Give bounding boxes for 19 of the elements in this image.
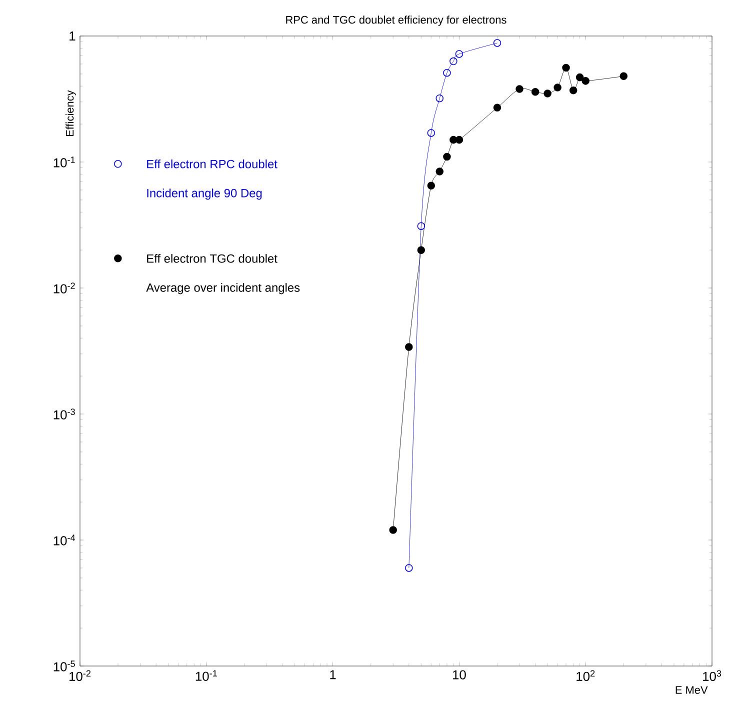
y-tick-label: 10$^{-4}$	[54, 534, 76, 546]
y-tick-label: 1	[70, 32, 76, 40]
x-tick-label: 10$^{3}$	[703, 670, 722, 681]
y-tick-label: 10$^{-1}$	[54, 156, 75, 168]
y-tick-label: 10$^{-5}$	[54, 660, 75, 672]
x-tick-label: 1	[330, 670, 336, 680]
y-tick-label: 10$^{-3}$	[54, 408, 75, 420]
annotation: Incident angle 90 Deg	[147, 188, 262, 200]
legend-label: Eff electron TGC doublet	[147, 254, 278, 263]
x-tick-label: 10	[452, 670, 466, 680]
chart-title: RPC and TGC doublet efficiency for electrons	[286, 16, 506, 26]
x-tick-label: 10$^{-2}$	[70, 670, 91, 681]
x-axis-title: E MeV	[676, 686, 708, 694]
y-tick-label: 10$^{-2}$	[54, 282, 75, 294]
x-tick-label: 10$^{-1}$	[196, 670, 217, 681]
annotation: Average over incident angles	[146, 283, 300, 294]
y-axis-title: Efficiency	[66, 90, 76, 136]
legend-label: Eff electron RPC doublet	[147, 160, 278, 168]
x-tick-label: 10$^{2}$	[576, 670, 595, 681]
